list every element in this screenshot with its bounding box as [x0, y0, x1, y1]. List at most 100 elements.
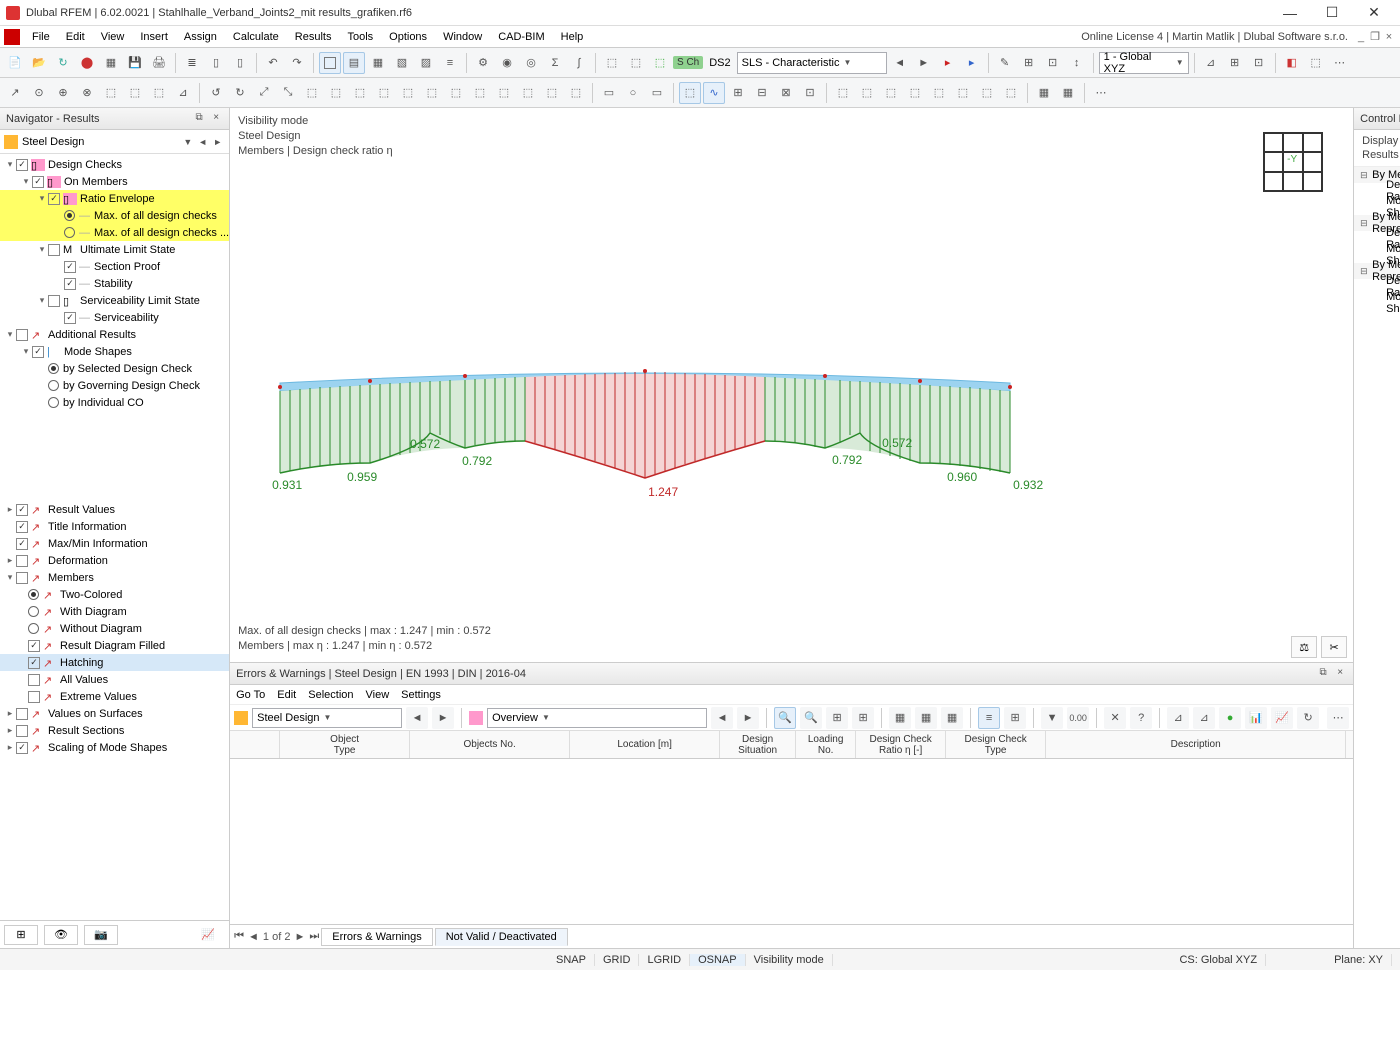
tree-item[interactable]: ▸↗Result Sections	[0, 722, 229, 739]
tree-item[interactable]: ↗Two-Colored	[0, 586, 229, 603]
radio[interactable]	[48, 363, 59, 374]
nav-btn-1[interactable]: ⊞	[4, 925, 38, 945]
t2-32-icon[interactable]: ⊠	[775, 82, 797, 104]
err-tb16-icon[interactable]: ●	[1219, 707, 1241, 729]
lc2-icon[interactable]: ⬚	[625, 52, 647, 74]
t2-28-icon[interactable]: ⬚	[679, 82, 701, 104]
flag-red-icon[interactable]: ▸	[937, 52, 959, 74]
tool-c-icon[interactable]: ⊡	[1042, 52, 1064, 74]
t2-12-icon[interactable]: ⤡	[277, 82, 299, 104]
checkbox[interactable]	[16, 504, 28, 516]
t2-21-icon[interactable]: ⬚	[493, 82, 515, 104]
err-tb13-icon[interactable]: ?	[1130, 707, 1152, 729]
nav-btn-chart-icon[interactable]: 📈	[191, 925, 225, 945]
tree-item[interactable]: —Max. of all design checks ...	[0, 224, 229, 241]
mdi-restore-icon[interactable]: ❐	[1368, 30, 1382, 43]
checkbox[interactable]	[48, 244, 60, 256]
checkbox[interactable]	[64, 278, 76, 290]
next-page-icon[interactable]: ►	[294, 931, 305, 943]
radio[interactable]	[48, 397, 59, 408]
checkbox[interactable]	[16, 521, 28, 533]
tree-item[interactable]: ↗Extreme Values	[0, 688, 229, 705]
checkbox[interactable]	[64, 261, 76, 273]
col-header[interactable]: Description	[1046, 731, 1346, 758]
more-icon[interactable]: ⋯	[1329, 52, 1351, 74]
menu-assign[interactable]: Assign	[176, 29, 225, 45]
tree-item[interactable]: ▸↗Values on Surfaces	[0, 705, 229, 722]
status-snap[interactable]: SNAP	[548, 954, 595, 966]
t2-10-icon[interactable]: ↻	[229, 82, 251, 104]
tree-item[interactable]: ▾▯Serviceability Limit State	[0, 292, 229, 309]
err-tb-more-icon[interactable]: ⋯	[1327, 707, 1349, 729]
view6-icon[interactable]: ≡	[439, 52, 461, 74]
err-tb15-icon[interactable]: ⊿	[1193, 707, 1215, 729]
tab-notvalid[interactable]: Not Valid / Deactivated	[435, 928, 568, 946]
grid-icon[interactable]: ▦	[100, 52, 122, 74]
mdi-minimize-icon[interactable]: _	[1354, 31, 1368, 43]
tree-item[interactable]: —Serviceability	[0, 309, 229, 326]
lc1-icon[interactable]: ⬚	[601, 52, 623, 74]
err-menu-selection[interactable]: Selection	[308, 689, 353, 701]
t2-42-icon[interactable]: ▦	[1033, 82, 1055, 104]
col-header[interactable]: Design CheckRatio η [-]	[856, 731, 946, 758]
menu-help[interactable]: Help	[553, 29, 592, 45]
new-icon[interactable]: 📄	[4, 52, 26, 74]
tree-item[interactable]: ↗With Diagram	[0, 603, 229, 620]
tree-item[interactable]: ▾▯On Members	[0, 173, 229, 190]
err-menu-edit[interactable]: Edit	[277, 689, 296, 701]
cloud-icon[interactable]: ↻	[52, 52, 74, 74]
tab-errors[interactable]: Errors & Warnings	[321, 928, 432, 946]
err-tb3-icon[interactable]: ⊞	[826, 707, 848, 729]
checkbox[interactable]	[28, 674, 40, 686]
tree-item[interactable]: —Section Proof	[0, 258, 229, 275]
menu-file[interactable]: File	[24, 29, 58, 45]
t2-6-icon[interactable]: ⬚	[124, 82, 146, 104]
tree-item[interactable]: ↗Title Information	[0, 518, 229, 535]
err-tb1-icon[interactable]: 🔍	[774, 707, 796, 729]
t2-23-icon[interactable]: ⬚	[541, 82, 563, 104]
balance-icon[interactable]: ⚖	[1291, 636, 1317, 658]
err-menu-view[interactable]: View	[366, 689, 390, 701]
t2-5-icon[interactable]: ⬚	[100, 82, 122, 104]
err-tb12-icon[interactable]: ✕	[1104, 707, 1126, 729]
tree-item[interactable]: ▾MUltimate Limit State	[0, 241, 229, 258]
checkbox[interactable]	[16, 538, 28, 550]
status-lgrid[interactable]: LGRID	[639, 954, 690, 966]
checkbox[interactable]	[16, 555, 28, 567]
err-tb6-icon[interactable]: ▦	[915, 707, 937, 729]
tree-item[interactable]: by Governing Design Check	[0, 377, 229, 394]
col-header[interactable]: LoadingNo.	[796, 731, 856, 758]
panel-pin-icon[interactable]: ⧉	[192, 112, 206, 126]
checkbox[interactable]	[64, 312, 76, 324]
checkbox[interactable]	[16, 725, 28, 737]
err-prev-icon[interactable]: ◄	[406, 707, 428, 729]
t2-29-icon[interactable]: ∿	[703, 82, 725, 104]
err-prev2-icon[interactable]: ◄	[711, 707, 733, 729]
t2-11-icon[interactable]: ⤢	[253, 82, 275, 104]
page-icon[interactable]: ▯	[205, 52, 227, 74]
t2-13-icon[interactable]: ⬚	[301, 82, 323, 104]
undo-icon[interactable]: ↶	[262, 52, 284, 74]
checkbox[interactable]	[16, 742, 28, 754]
tool-a-icon[interactable]: ✎	[994, 52, 1016, 74]
tree-item[interactable]: ▸↗Result Values	[0, 501, 229, 518]
menu-insert[interactable]: Insert	[132, 29, 176, 45]
t2-3-icon[interactable]: ⊕	[52, 82, 74, 104]
t2-30-icon[interactable]: ⊞	[727, 82, 749, 104]
save-icon[interactable]: 💾	[124, 52, 146, 74]
col-header[interactable]: DesignSituation	[720, 731, 796, 758]
t2-37-icon[interactable]: ⬚	[904, 82, 926, 104]
errors-combo2[interactable]: Overview▼	[487, 708, 707, 728]
calc4-icon[interactable]: Σ	[544, 52, 566, 74]
page2-icon[interactable]: ▯	[229, 52, 251, 74]
t2-8-icon[interactable]: ⊿	[172, 82, 194, 104]
menu-options[interactable]: Options	[381, 29, 435, 45]
col-header[interactable]: Location [m]	[570, 731, 720, 758]
t2-17-icon[interactable]: ⬚	[397, 82, 419, 104]
t2-24-icon[interactable]: ⬚	[565, 82, 587, 104]
radio[interactable]	[28, 623, 39, 634]
report-icon[interactable]: ≣	[181, 52, 203, 74]
t2-15-icon[interactable]: ⬚	[349, 82, 371, 104]
t2-4-icon[interactable]: ⊗	[76, 82, 98, 104]
t2-20-icon[interactable]: ⬚	[469, 82, 491, 104]
